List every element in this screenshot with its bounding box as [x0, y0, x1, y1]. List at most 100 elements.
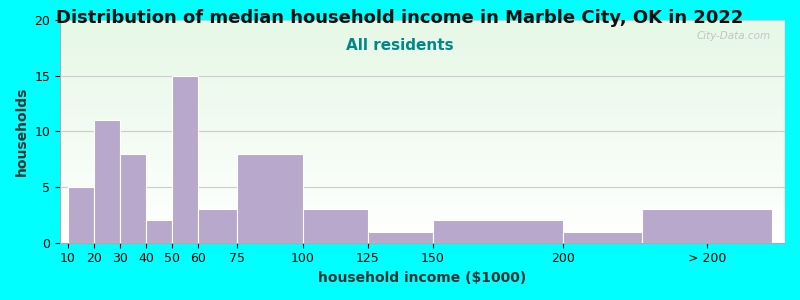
- Bar: [60, 129, 785, 131]
- Bar: [60, 40, 785, 42]
- Bar: [60, 76, 785, 78]
- Bar: [60, 209, 785, 211]
- Bar: [198, 209, 238, 243]
- X-axis label: household income ($1000): household income ($1000): [318, 271, 526, 285]
- Bar: [60, 113, 785, 116]
- Bar: [60, 196, 785, 198]
- Bar: [60, 71, 785, 74]
- Bar: [60, 216, 785, 218]
- Bar: [60, 78, 785, 80]
- Bar: [60, 25, 785, 27]
- Bar: [60, 136, 785, 138]
- Bar: [60, 102, 785, 105]
- Bar: [60, 236, 785, 238]
- Bar: [60, 120, 785, 122]
- Text: City-Data.com: City-Data.com: [696, 31, 770, 41]
- Bar: [60, 91, 785, 94]
- Bar: [60, 200, 785, 202]
- Bar: [60, 74, 785, 76]
- Bar: [60, 82, 785, 85]
- Bar: [60, 145, 785, 147]
- Bar: [60, 142, 785, 145]
- Bar: [60, 169, 785, 172]
- Bar: [60, 116, 785, 118]
- Bar: [60, 33, 785, 36]
- Text: All residents: All residents: [346, 38, 454, 52]
- Bar: [60, 47, 785, 49]
- Bar: [60, 96, 785, 98]
- Bar: [433, 220, 563, 243]
- Bar: [60, 234, 785, 236]
- Bar: [60, 232, 785, 234]
- Bar: [60, 225, 785, 227]
- Bar: [563, 232, 642, 243]
- Bar: [60, 85, 785, 87]
- Bar: [60, 29, 785, 31]
- Bar: [238, 154, 302, 243]
- Bar: [60, 51, 785, 53]
- Bar: [60, 138, 785, 140]
- Bar: [60, 69, 785, 71]
- Bar: [60, 60, 785, 62]
- Bar: [60, 214, 785, 216]
- Y-axis label: households: households: [15, 87, 29, 176]
- Bar: [60, 183, 785, 185]
- Bar: [60, 62, 785, 64]
- Bar: [60, 122, 785, 125]
- Bar: [60, 202, 785, 205]
- Text: Distribution of median household income in Marble City, OK in 2022: Distribution of median household income …: [56, 9, 744, 27]
- Bar: [60, 156, 785, 158]
- Bar: [60, 187, 785, 189]
- Bar: [120, 154, 146, 243]
- Bar: [60, 22, 785, 25]
- Bar: [60, 111, 785, 113]
- Bar: [60, 154, 785, 156]
- Bar: [60, 176, 785, 178]
- Bar: [60, 44, 785, 47]
- Bar: [60, 147, 785, 149]
- Bar: [94, 120, 120, 243]
- Bar: [60, 58, 785, 60]
- Bar: [60, 36, 785, 38]
- Bar: [60, 118, 785, 120]
- Bar: [60, 160, 785, 163]
- Bar: [60, 49, 785, 51]
- Bar: [60, 227, 785, 230]
- Bar: [60, 89, 785, 91]
- Bar: [60, 163, 785, 165]
- Bar: [60, 27, 785, 29]
- Bar: [60, 230, 785, 232]
- Bar: [60, 194, 785, 196]
- Bar: [172, 76, 198, 243]
- Bar: [60, 220, 785, 223]
- Bar: [60, 31, 785, 33]
- Bar: [60, 212, 785, 214]
- Bar: [60, 53, 785, 56]
- Bar: [146, 220, 172, 243]
- Bar: [60, 98, 785, 100]
- Bar: [60, 131, 785, 134]
- Bar: [60, 172, 785, 174]
- Bar: [60, 191, 785, 194]
- Bar: [60, 38, 785, 40]
- Bar: [60, 80, 785, 83]
- Bar: [60, 223, 785, 225]
- Bar: [60, 109, 785, 111]
- Bar: [60, 149, 785, 152]
- Bar: [60, 140, 785, 142]
- Bar: [642, 209, 772, 243]
- Bar: [60, 64, 785, 67]
- Bar: [60, 42, 785, 44]
- Bar: [60, 189, 785, 191]
- Bar: [60, 94, 785, 96]
- Bar: [60, 67, 785, 69]
- Bar: [60, 100, 785, 102]
- Bar: [60, 207, 785, 209]
- Bar: [60, 241, 785, 243]
- Bar: [60, 87, 785, 89]
- Bar: [60, 20, 785, 22]
- Bar: [60, 165, 785, 167]
- Bar: [368, 232, 433, 243]
- Bar: [60, 174, 785, 176]
- Bar: [68, 187, 94, 243]
